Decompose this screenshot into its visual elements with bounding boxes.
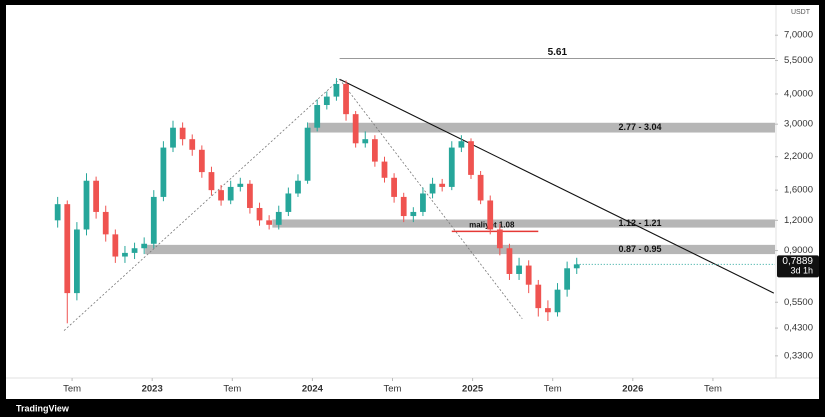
- last-price-box: [777, 255, 819, 278]
- zone-label: 0.87 - 0.95: [618, 244, 661, 254]
- candle-body: [93, 180, 99, 212]
- y-tick-label: 7,0000: [784, 30, 813, 41]
- y-tick-label: 5,5000: [784, 55, 813, 66]
- candle-body: [439, 183, 446, 187]
- x-tick-label: 2026: [622, 384, 643, 395]
- last-price-label: 0,7889: [782, 256, 813, 267]
- candle-body: [237, 183, 244, 187]
- candle-body: [256, 207, 263, 221]
- candle-body: [525, 265, 532, 285]
- candle-body: [564, 268, 571, 290]
- chart-panel: [6, 5, 819, 399]
- candle-body: [102, 211, 109, 235]
- y-tick-label: 3,0000: [784, 119, 813, 130]
- candle-body: [362, 139, 369, 144]
- y-tick-label: 0,3300: [784, 350, 813, 361]
- candle-body: [458, 141, 465, 148]
- y-tick-label: 1,2000: [784, 215, 813, 226]
- currency: USDT: [791, 9, 811, 16]
- candle-body: [189, 139, 196, 150]
- candle-body: [285, 193, 292, 212]
- candle-body: [160, 147, 167, 197]
- candle-body: [410, 211, 417, 217]
- x-tick-label: Tem: [384, 384, 402, 395]
- candle-body: [487, 200, 494, 230]
- footer: [0, 399, 825, 417]
- candle-body: [275, 211, 282, 225]
- candle-body: [266, 220, 273, 225]
- candle-body: [141, 243, 148, 249]
- candle-body: [227, 186, 234, 201]
- candle-body: [429, 183, 436, 194]
- candle-body: [198, 149, 205, 173]
- x-tick-label: 2025: [462, 384, 484, 395]
- candle-body: [391, 177, 397, 197]
- candle-body: [131, 248, 138, 253]
- y-tick-label: 4,0000: [784, 88, 813, 99]
- y-tick-label: 0,4300: [784, 323, 813, 334]
- candle-body: [208, 172, 215, 191]
- candle-body: [477, 174, 484, 201]
- candle-body: [295, 180, 301, 194]
- candle-body: [381, 161, 388, 178]
- zone: [272, 219, 775, 228]
- x-tick-label: Tem: [704, 384, 722, 395]
- candle-body: [83, 180, 90, 230]
- candle-body: [218, 190, 224, 201]
- y-tick-label: 0,9000: [784, 245, 813, 256]
- candle-body: [247, 183, 253, 208]
- candle-body: [448, 147, 455, 187]
- candle-body: [496, 229, 503, 249]
- candle-body: [64, 204, 71, 294]
- candle-body: [573, 264, 580, 269]
- candle-body: [170, 127, 176, 148]
- candle-body: [122, 252, 128, 257]
- candle-body: [74, 229, 80, 294]
- y-tick-label: 1,6000: [784, 185, 813, 196]
- x-tick-label: Tem: [63, 384, 81, 395]
- candle-body: [323, 96, 330, 106]
- x-tick-label: Tem: [223, 384, 241, 395]
- x-tick-label: 2024: [302, 384, 324, 395]
- candle-body: [333, 83, 340, 97]
- zone-label: 1.12 - 1.21: [618, 218, 661, 228]
- candle-body: [554, 289, 561, 313]
- level-label: 5.61: [548, 47, 568, 58]
- x-tick-label: Tem: [544, 384, 562, 395]
- countdown: 3d 1h: [790, 266, 813, 276]
- zone: [145, 244, 775, 255]
- zone: [308, 122, 775, 133]
- y-tick-label: 0,5500: [784, 297, 813, 308]
- candle-body: [535, 284, 542, 309]
- candle-body: [343, 83, 349, 115]
- candle-body: [150, 196, 157, 244]
- candle-body: [54, 204, 61, 221]
- candle-body: [468, 141, 474, 175]
- candle-body: [352, 114, 359, 144]
- candle-body: [304, 127, 311, 181]
- brand: TradingView: [16, 403, 70, 413]
- x-tick-label: 2023: [142, 384, 163, 395]
- candle-body: [371, 139, 378, 162]
- candle-body: [506, 248, 513, 274]
- candle-body: [314, 105, 321, 128]
- candle-body: [179, 127, 186, 140]
- candle-body: [420, 193, 426, 212]
- candle-body: [112, 234, 119, 257]
- trendline: [339, 78, 775, 294]
- candle-body: [400, 196, 407, 217]
- zone-label: 2.77 - 3.04: [618, 122, 661, 132]
- candle-body: [545, 308, 551, 313]
- candle-body: [516, 265, 522, 274]
- y-tick-label: 2,2000: [784, 151, 813, 162]
